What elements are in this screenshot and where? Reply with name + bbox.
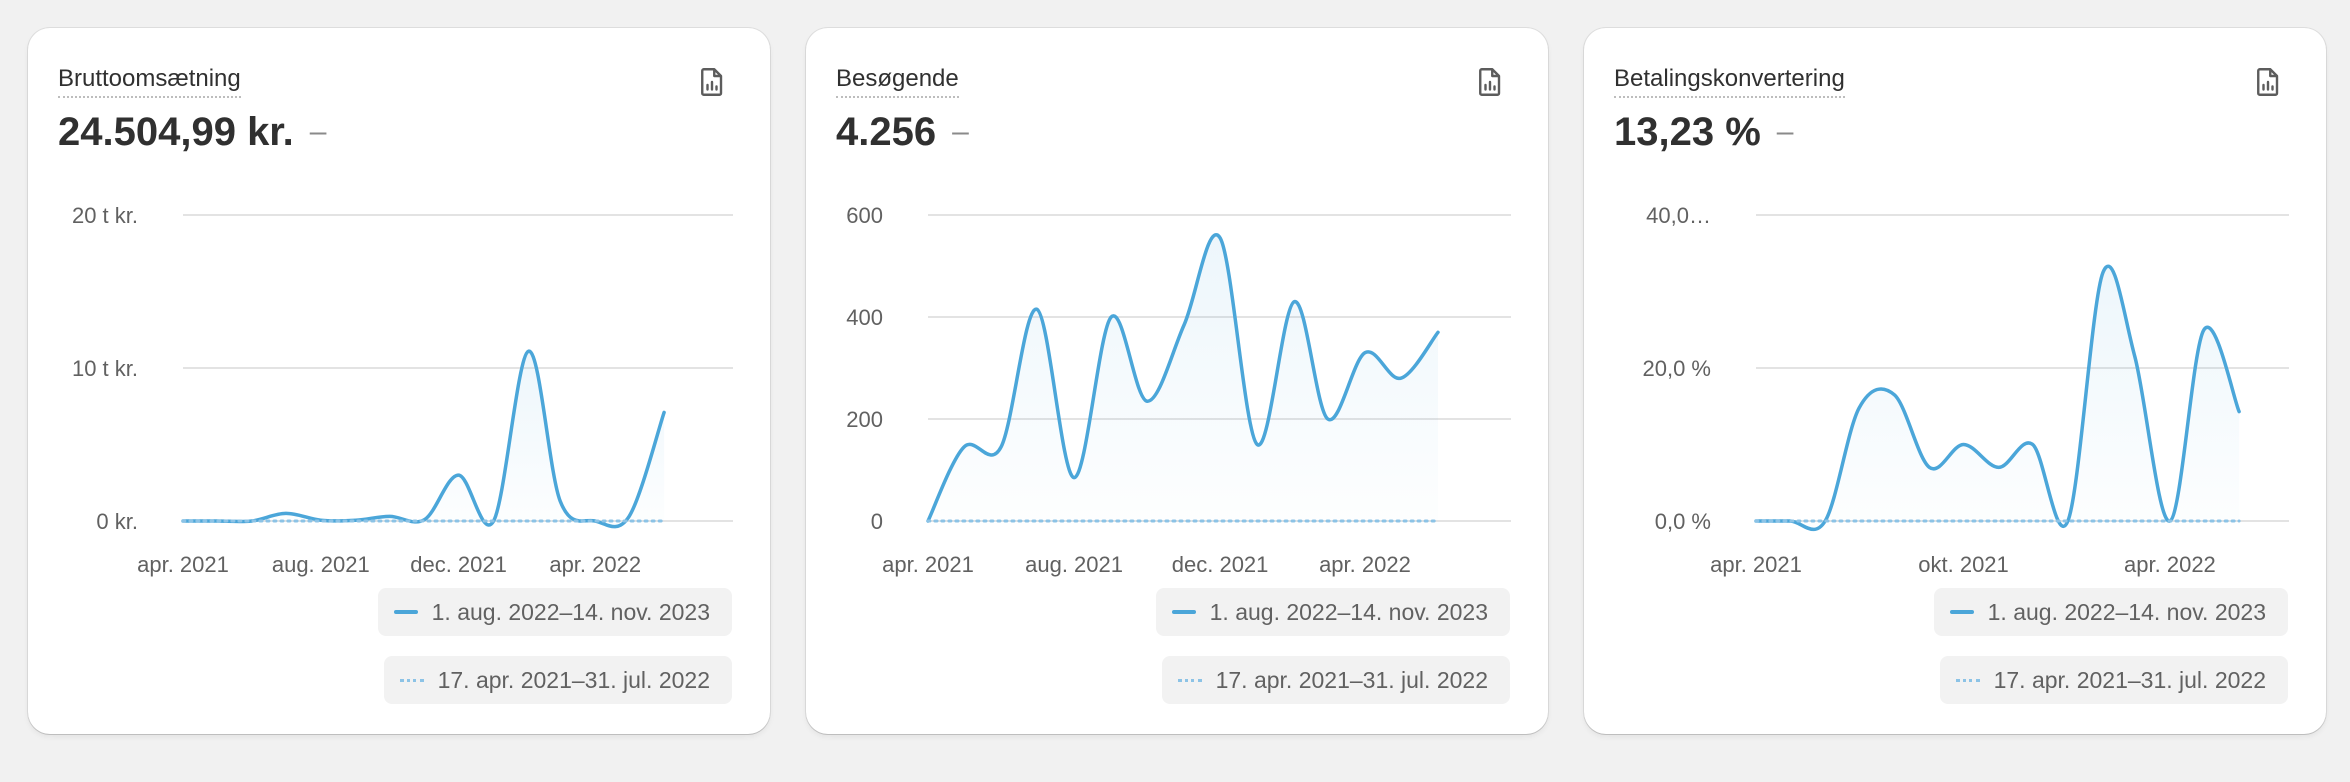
- legend-label: 1. aug. 2022–14. nov. 2023: [1987, 598, 2266, 625]
- report-icon[interactable]: [1472, 64, 1508, 100]
- y-tick-label: 200: [846, 407, 883, 432]
- legend-item-current[interactable]: 1. aug. 2022–14. nov. 2023: [377, 588, 732, 636]
- x-tick-label: apr. 2022: [549, 552, 641, 577]
- legend-swatch-dotted: [1177, 678, 1202, 682]
- line-chart: 0,0 % 20,0 % 40,0… apr. 2021 okt. 2021 apr. 2…: [1643, 203, 2289, 577]
- comparison-indicator: –: [952, 115, 969, 148]
- metric-card: Besøgende 4.256 – 0 200 400 600 apr. 2021 aug…: [806, 28, 1548, 734]
- x-tick-label: apr. 2022: [2124, 552, 2216, 577]
- metric-card: Betalingskonvertering 13,23 % – 0,0 % 20,…: [1584, 28, 2326, 734]
- series-line-current[interactable]: [926, 233, 1440, 523]
- series-line-current[interactable]: [181, 349, 666, 529]
- line-chart: 0 kr. 10 t kr. 20 t kr. apr. 2021 aug. 2021 d…: [72, 203, 733, 577]
- card-title[interactable]: Besøgende: [836, 64, 959, 98]
- legend-item-previous[interactable]: 17. apr. 2021–31. jul. 2022: [1939, 656, 2288, 704]
- legend-swatch-solid: [1949, 610, 1974, 614]
- y-tick-label: 20 t kr.: [72, 203, 138, 228]
- x-tick-label: dec. 2021: [1172, 552, 1269, 577]
- y-tick-label: 20,0 %: [1643, 356, 1712, 381]
- y-tick-label: 40,0…: [1646, 203, 1711, 228]
- report-icon[interactable]: [694, 64, 730, 100]
- metric-value: 24.504,99 kr. –: [58, 104, 326, 160]
- x-tick-label: apr. 2021: [882, 552, 974, 577]
- legend-label: 17. apr. 2021–31. jul. 2022: [1993, 666, 2266, 693]
- report-icon-glyph: [701, 68, 723, 96]
- line-chart: 0 200 400 600 apr. 2021 aug. 2021 dec. 2021 apr…: [846, 203, 1511, 577]
- series-area-current: [928, 234, 1438, 521]
- metric-card: Bruttoomsætning 24.504,99 kr. – 0 kr. 10 …: [28, 28, 770, 734]
- y-tick-label: 0,0 %: [1655, 509, 1711, 534]
- comparison-indicator: –: [309, 115, 327, 148]
- legend-swatch-solid: [1171, 610, 1196, 614]
- x-tick-label: apr. 2021: [1710, 552, 1802, 577]
- legend-label: 17. apr. 2021–31. jul. 2022: [1215, 666, 1488, 693]
- report-icon[interactable]: [2250, 64, 2286, 100]
- legend-swatch-dotted: [399, 678, 424, 682]
- report-icon-glyph: [1479, 68, 1501, 96]
- y-tick-label: 0: [871, 509, 883, 534]
- x-tick-label: okt. 2021: [1918, 552, 2009, 577]
- legend-swatch-dotted: [1955, 678, 1980, 682]
- x-tick-label: aug. 2021: [272, 552, 370, 577]
- card-title[interactable]: Bruttoomsætning: [58, 64, 241, 98]
- x-tick-label: apr. 2022: [1319, 552, 1411, 577]
- legend-label: 1. aug. 2022–14. nov. 2023: [1209, 598, 1488, 625]
- series-area-current: [183, 351, 665, 527]
- legend-item-current[interactable]: 1. aug. 2022–14. nov. 2023: [1155, 588, 1510, 636]
- metric-value: 13,23 % –: [1614, 104, 1793, 160]
- legend-label: 17. apr. 2021–31. jul. 2022: [437, 666, 710, 693]
- report-icon-glyph: [2257, 68, 2279, 96]
- series-area-current: [1756, 266, 2240, 530]
- metric-value: 4.256 –: [836, 104, 969, 160]
- legend-item-previous[interactable]: 17. apr. 2021–31. jul. 2022: [1161, 656, 1510, 704]
- metric-value-text: 13,23 %: [1614, 110, 1761, 154]
- x-tick-label: apr. 2021: [137, 552, 229, 577]
- x-tick-label: aug. 2021: [1025, 552, 1123, 577]
- y-tick-label: 600: [846, 203, 883, 228]
- x-tick-label: dec. 2021: [410, 552, 507, 577]
- y-tick-label: 10 t kr.: [72, 356, 138, 381]
- comparison-indicator: –: [1776, 115, 1794, 148]
- metric-value-text: 24.504,99 kr.: [58, 110, 294, 154]
- legend-label: 1. aug. 2022–14. nov. 2023: [431, 598, 710, 625]
- legend-swatch-solid: [393, 610, 418, 614]
- legend-item-current[interactable]: 1. aug. 2022–14. nov. 2023: [1933, 588, 2288, 636]
- y-tick-label: 0 kr.: [96, 509, 138, 534]
- y-tick-label: 400: [846, 305, 883, 330]
- card-title[interactable]: Betalingskonvertering: [1614, 64, 1845, 98]
- metric-value-text: 4.256: [836, 110, 937, 154]
- legend-item-previous[interactable]: 17. apr. 2021–31. jul. 2022: [383, 656, 732, 704]
